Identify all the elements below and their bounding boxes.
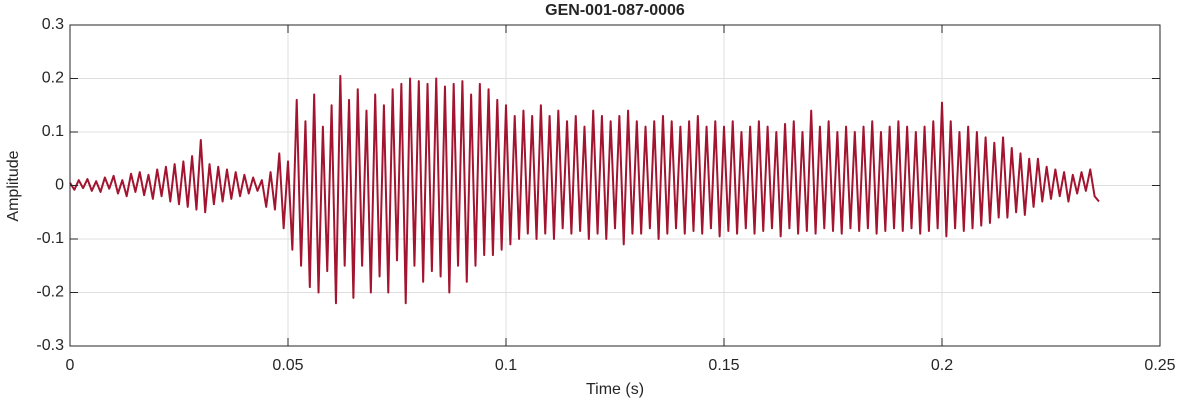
x-tick-label: 0.2 xyxy=(931,357,953,374)
chart-title: GEN-001-087-0006 xyxy=(545,2,685,19)
y-tick-label: 0.1 xyxy=(42,123,64,140)
x-tick-label: 0 xyxy=(66,357,75,374)
x-tick-label: 0.25 xyxy=(1144,357,1175,374)
x-axis-label: Time (s) xyxy=(586,381,644,398)
y-tick-label: -0.1 xyxy=(36,230,64,247)
plot-area xyxy=(69,74,1100,305)
y-tick-label: -0.3 xyxy=(36,337,64,354)
x-tick-label: 0.15 xyxy=(708,357,739,374)
y-axis-label: Amplitude xyxy=(5,150,22,221)
y-tick-label: 0.3 xyxy=(42,16,64,33)
y-tick-label: 0 xyxy=(55,177,64,194)
waveform-line xyxy=(69,74,1100,305)
x-tick-label: 0.05 xyxy=(272,357,303,374)
y-tick-label: -0.2 xyxy=(36,284,64,301)
x-tick-label: 0.1 xyxy=(495,357,517,374)
y-tick-label: 0.2 xyxy=(42,70,64,87)
